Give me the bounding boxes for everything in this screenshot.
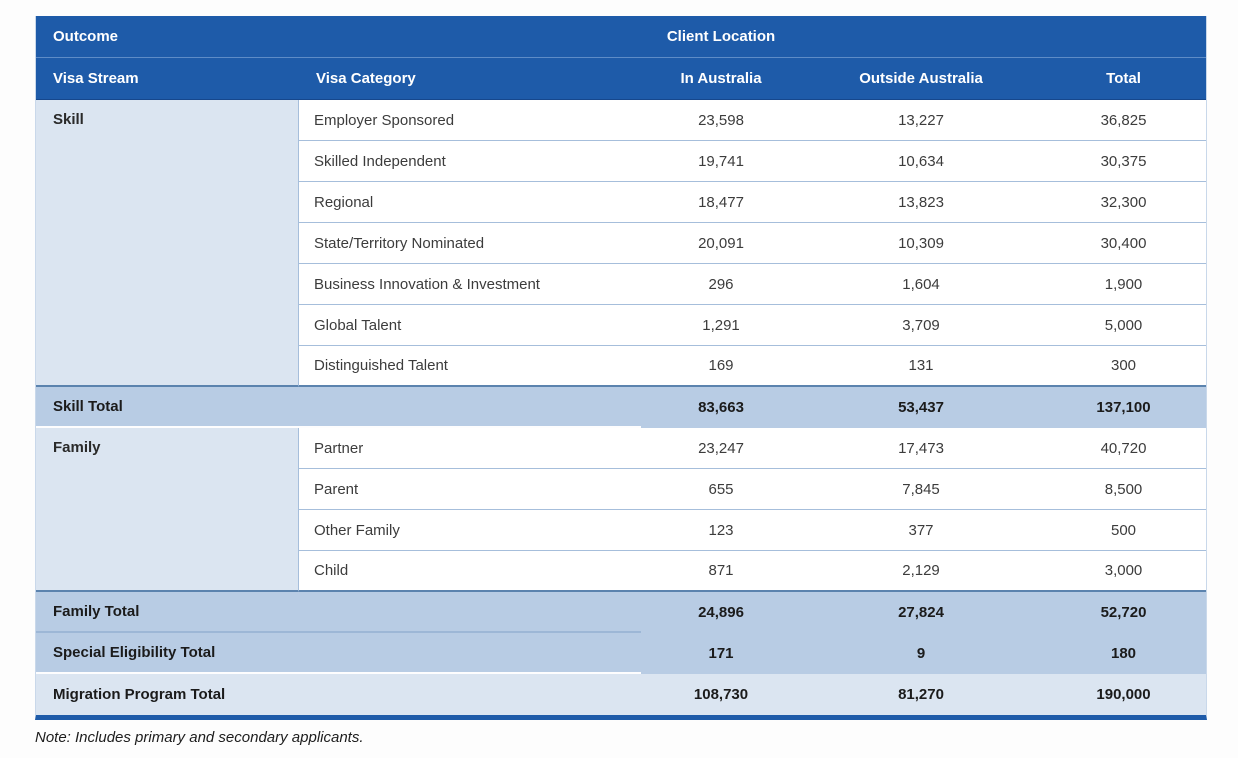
column-header-visa-category: Visa Category bbox=[299, 58, 642, 100]
total-value: 30,375 bbox=[1041, 141, 1207, 182]
visa-stream-cell: Skill bbox=[36, 100, 299, 387]
total-label: Migration Program Total bbox=[36, 674, 642, 715]
in-australia-value: 655 bbox=[641, 469, 802, 510]
total-value: 32,300 bbox=[1041, 182, 1207, 223]
total-label: Special Eligibility Total bbox=[36, 633, 642, 674]
total-value: 180 bbox=[1041, 633, 1207, 674]
visa-category-cell: Skilled Independent bbox=[299, 141, 642, 182]
visa-category-cell: Business Innovation & Investment bbox=[299, 264, 642, 305]
in-australia-value: 1,291 bbox=[641, 305, 802, 346]
visa-category-cell: Global Talent bbox=[299, 305, 642, 346]
total-value: 190,000 bbox=[1041, 674, 1207, 715]
outside-australia-value: 17,473 bbox=[801, 428, 1042, 469]
skill-total-row: Skill Total 83,663 53,437 137,100 bbox=[36, 387, 1207, 428]
migration-program-table: Outcome Client Location Visa Stream Visa… bbox=[35, 16, 1208, 720]
total-value: 30,400 bbox=[1041, 223, 1207, 264]
in-australia-value: 296 bbox=[641, 264, 802, 305]
in-australia-value: 83,663 bbox=[641, 387, 802, 428]
total-value: 500 bbox=[1041, 510, 1207, 551]
table-row: Child 871 2,129 3,000 bbox=[36, 551, 1207, 592]
header-spacer-1 bbox=[801, 16, 1042, 58]
special-eligibility-total-row: Special Eligibility Total 171 9 180 bbox=[36, 633, 1207, 674]
total-value: 137,100 bbox=[1041, 387, 1207, 428]
table-row: Distinguished Talent 169 131 300 bbox=[36, 346, 1207, 387]
table-note: Note: Includes primary and secondary app… bbox=[35, 729, 364, 746]
visa-category-cell: Distinguished Talent bbox=[299, 346, 642, 387]
visa-category-cell: Partner bbox=[299, 428, 642, 469]
outside-australia-value: 131 bbox=[801, 346, 1042, 387]
visa-category-cell: Regional bbox=[299, 182, 642, 223]
header-client-location: Client Location bbox=[641, 16, 802, 58]
visa-category-cell: Other Family bbox=[299, 510, 642, 551]
table-header-group-row: Outcome Client Location bbox=[36, 16, 1207, 58]
in-australia-value: 20,091 bbox=[641, 223, 802, 264]
total-value: 36,825 bbox=[1041, 100, 1207, 141]
outside-australia-value: 53,437 bbox=[801, 387, 1042, 428]
family-total-row: Family Total 24,896 27,824 52,720 bbox=[36, 592, 1207, 633]
outside-australia-value: 27,824 bbox=[801, 592, 1042, 633]
outside-australia-value: 7,845 bbox=[801, 469, 1042, 510]
table-row: State/Territory Nominated 20,091 10,309 … bbox=[36, 223, 1207, 264]
table-row: Skilled Independent 19,741 10,634 30,375 bbox=[36, 141, 1207, 182]
outside-australia-value: 81,270 bbox=[801, 674, 1042, 715]
table-column-header-row: Visa Stream Visa Category In Australia O… bbox=[36, 58, 1207, 100]
outside-australia-value: 10,634 bbox=[801, 141, 1042, 182]
total-value: 5,000 bbox=[1041, 305, 1207, 346]
header-spacer-2 bbox=[1041, 16, 1207, 58]
total-value: 8,500 bbox=[1041, 469, 1207, 510]
in-australia-value: 171 bbox=[641, 633, 802, 674]
in-australia-value: 18,477 bbox=[641, 182, 802, 223]
total-label: Skill Total bbox=[36, 387, 642, 428]
table-row: Business Innovation & Investment 296 1,6… bbox=[36, 264, 1207, 305]
visa-stream-cell: Family bbox=[36, 428, 299, 592]
in-australia-value: 871 bbox=[641, 551, 802, 592]
in-australia-value: 123 bbox=[641, 510, 802, 551]
total-value: 40,720 bbox=[1041, 428, 1207, 469]
migration-program-total-row: Migration Program Total 108,730 81,270 1… bbox=[36, 674, 1207, 715]
in-australia-value: 23,247 bbox=[641, 428, 802, 469]
in-australia-value: 19,741 bbox=[641, 141, 802, 182]
outside-australia-value: 13,227 bbox=[801, 100, 1042, 141]
column-header-total: Total bbox=[1041, 58, 1207, 100]
header-outcome: Outcome bbox=[36, 16, 642, 58]
outside-australia-value: 9 bbox=[801, 633, 1042, 674]
outside-australia-value: 3,709 bbox=[801, 305, 1042, 346]
visa-category-cell: State/Territory Nominated bbox=[299, 223, 642, 264]
table-row: Family Partner 23,247 17,473 40,720 bbox=[36, 428, 1207, 592]
total-label: Family Total bbox=[36, 592, 642, 633]
outside-australia-value: 10,309 bbox=[801, 223, 1042, 264]
table-row: Regional 18,477 13,823 32,300 bbox=[36, 182, 1207, 223]
outside-australia-value: 377 bbox=[801, 510, 1042, 551]
in-australia-value: 169 bbox=[641, 346, 802, 387]
visa-category-cell: Child bbox=[299, 551, 642, 592]
in-australia-value: 23,598 bbox=[641, 100, 802, 141]
table-row: Skill Employer Sponsored 23,598 13,227 3… bbox=[36, 100, 1207, 387]
outside-australia-value: 13,823 bbox=[801, 182, 1042, 223]
table-row: Global Talent 1,291 3,709 5,000 bbox=[36, 305, 1207, 346]
visa-category-cell: Parent bbox=[299, 469, 642, 510]
column-header-visa-stream: Visa Stream bbox=[36, 58, 299, 100]
total-value: 1,900 bbox=[1041, 264, 1207, 305]
in-australia-value: 108,730 bbox=[641, 674, 802, 715]
total-value: 300 bbox=[1041, 346, 1207, 387]
in-australia-value: 24,896 bbox=[641, 592, 802, 633]
total-value: 3,000 bbox=[1041, 551, 1207, 592]
outside-australia-value: 2,129 bbox=[801, 551, 1042, 592]
table-row: Parent 655 7,845 8,500 bbox=[36, 469, 1207, 510]
column-header-in-australia: In Australia bbox=[641, 58, 802, 100]
outside-australia-value: 1,604 bbox=[801, 264, 1042, 305]
total-value: 52,720 bbox=[1041, 592, 1207, 633]
column-header-outside-australia: Outside Australia bbox=[801, 58, 1042, 100]
visa-category-cell: Employer Sponsored bbox=[299, 100, 642, 141]
table-row: Other Family 123 377 500 bbox=[36, 510, 1207, 551]
